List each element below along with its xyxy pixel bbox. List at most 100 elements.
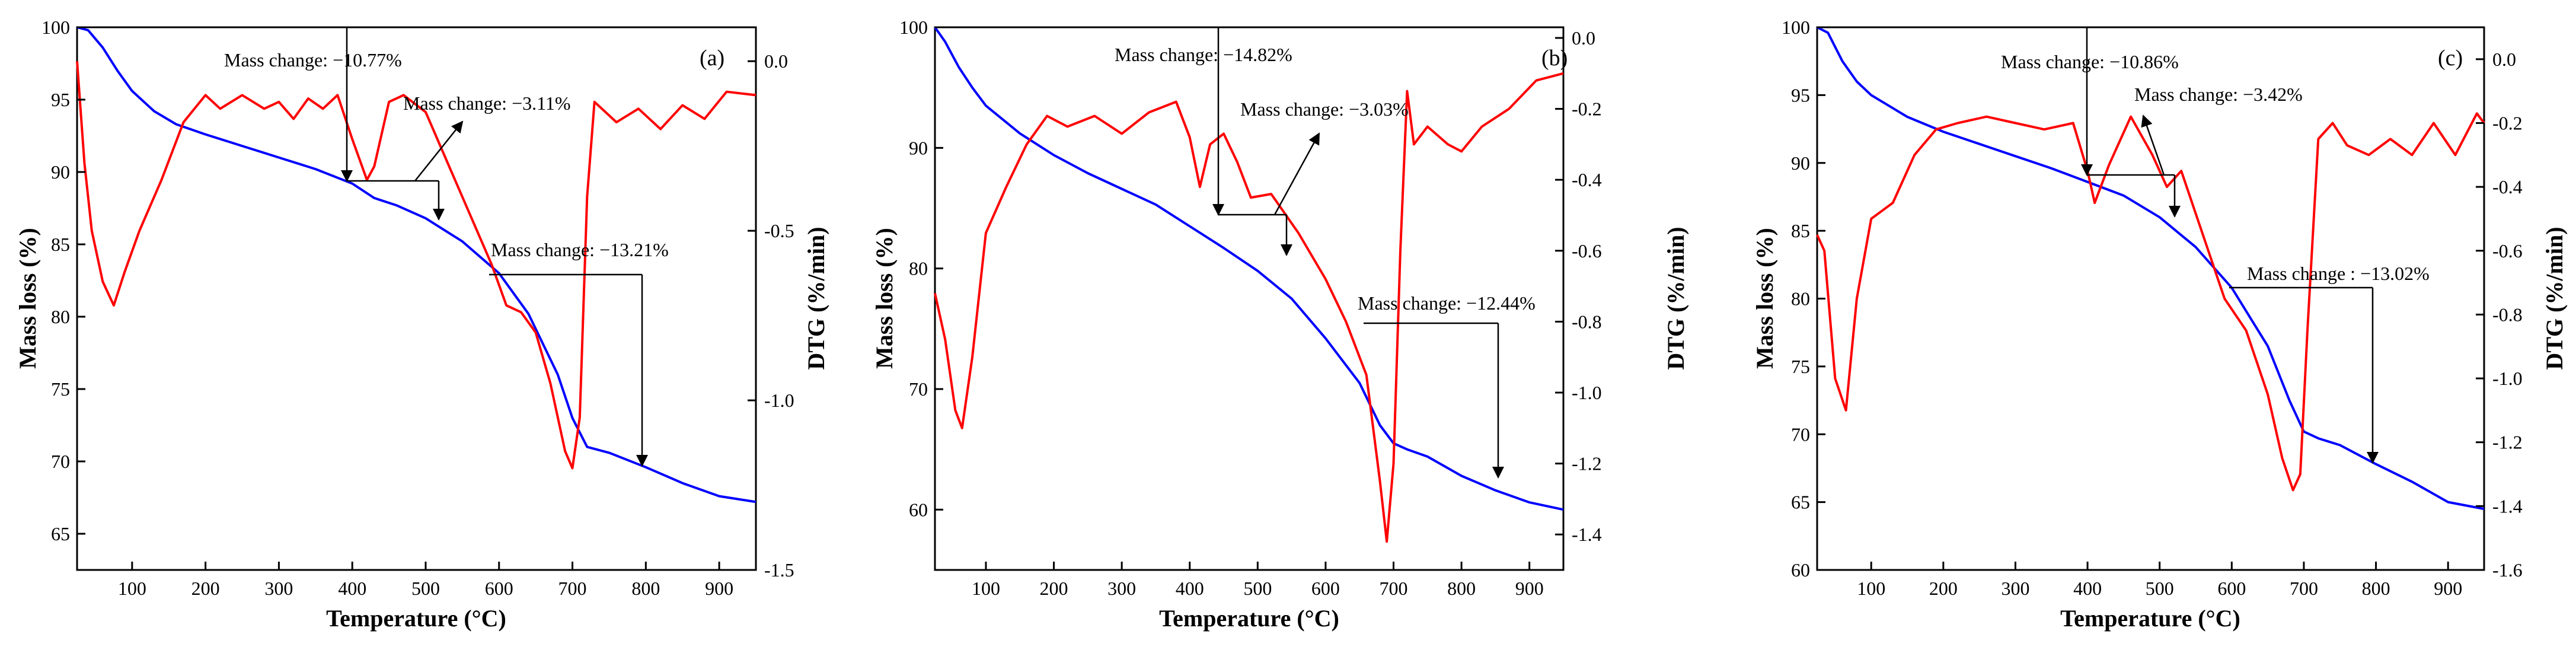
y2-tick-label: 0.0 [1572,27,1595,49]
y-tick-label: 65 [51,523,70,544]
annotation-mass-change-1: Mass change: −10.86% [2001,51,2179,72]
x-tick-label: 100 [118,578,146,599]
x-tick-label: 300 [2001,578,2029,599]
y-tick-label: 70 [909,378,928,400]
plot-frame [1816,26,2485,571]
x-tick-label: 600 [485,578,513,599]
x-tick-label: 400 [2073,578,2102,599]
annotation-mass-change-3: Mass change: −13.21% [491,239,669,260]
y2-tick-label: -1.0 [2492,368,2523,389]
y2-tick-label: -1.4 [1572,524,1602,545]
y2-tick-label: -0.4 [1572,169,1602,190]
mass-loss-series-line [1817,26,2485,511]
y2-tick-label: -0.8 [1572,311,1602,332]
dtg-series-line [934,72,1564,543]
y2-axis-title: DTG (%/min) [1662,227,1689,369]
y-tick-label: 60 [909,499,928,520]
y2-tick-label: -1.0 [1572,382,1602,403]
y-tick-label: 80 [51,306,70,327]
y-tick-label: 85 [1791,220,1810,241]
x-tick-label: 900 [705,578,733,599]
annotation-mass-change-3: Mass change: −12.44% [1358,292,1536,314]
y-tick-label: 80 [1791,288,1810,310]
x-tick-label: 800 [631,578,660,599]
panel-label: (c) [2438,46,2463,71]
plot-frame [76,26,757,571]
y2-axis-title: DTG (%/min) [803,227,829,369]
annotation-mass-change-3: Mass change : −13.02% [2247,263,2430,284]
x-tick-label: 900 [2434,578,2462,599]
y2-tick-label: -0.6 [1572,240,1602,262]
y2-tick-label: -0.4 [2492,176,2523,197]
y-axis-title: Mass loss (%) [1751,228,1778,369]
y-tick-label: 100 [42,17,70,38]
y-tick-label: 90 [51,161,70,183]
y2-tick-label: -1.4 [2492,495,2523,517]
y2-tick-label: -0.8 [2492,304,2523,325]
x-tick-label: 700 [558,578,587,599]
x-tick-label: 600 [2217,578,2246,599]
y2-tick-label: -1.2 [1572,453,1602,474]
x-tick-label: 200 [1040,578,1068,599]
x-tick-label: 300 [264,578,293,599]
panel-b: 100 200 300 400 500 600 700 800 900 60 70 80 90 100 -1… [871,17,1689,632]
y-tick-label: 75 [51,378,70,400]
x-axis-title: Temperature (°C) [2060,605,2240,632]
y-tick-label: 75 [1791,356,1810,377]
y-tick-label: 95 [1791,84,1810,106]
x-tick-label: 400 [338,578,366,599]
annotation-mass-change-2: Mass change: −3.42% [2134,84,2303,105]
panel-c: 100 200 300 400 500 600 700 800 900 60 65 70 75 80 85 9… [1751,17,2568,632]
panel-label: (b) [1541,46,1568,71]
annotation-lines [341,27,648,467]
x-axis-title: Temperature (°C) [1159,605,1339,632]
y2-tick-label: -0.6 [2492,240,2523,262]
y2-tick-label: -0.5 [764,220,794,241]
x-tick-label: 200 [191,578,220,599]
x-tick-label: 500 [1243,578,1272,599]
panel-label: (a) [700,46,724,71]
x-tick-label: 100 [972,578,1000,599]
x-tick-label: 400 [1176,578,1204,599]
x-tick-label: 600 [1311,578,1340,599]
x-tick-label: 200 [1929,578,1958,599]
y-tick-label: 70 [51,451,70,472]
annotation-mass-change-1: Mass change: −10.77% [224,49,402,71]
y-tick-label: 100 [899,17,928,38]
y-axis-title: Mass loss (%) [14,228,41,369]
dtg-series-line [76,61,756,470]
y-tick-label: 80 [909,258,928,279]
x-tick-label: 500 [411,578,440,599]
mass-loss-series-line [934,26,1564,511]
y2-tick-label: -1.6 [2492,559,2523,581]
annotation-lines [2081,27,2379,464]
y2-tick-label: 0.0 [764,50,788,72]
y2-tick-label: -1.0 [764,390,794,411]
x-axis-title: Temperature (°C) [326,605,506,632]
x-tick-label: 100 [1857,578,1885,599]
y2-tick-label: 0.0 [2492,49,2516,70]
y2-tick-label: -1.2 [2492,432,2523,453]
y-tick-label: 95 [51,89,70,110]
x-tick-label: 900 [1515,578,1544,599]
annotation-mass-change-2: Mass change: −3.03% [1240,98,1409,120]
y-tick-label: 90 [1791,152,1810,174]
y-tick-label: 85 [51,234,70,255]
y-tick-label: 65 [1791,492,1810,513]
x-tick-label: 800 [2362,578,2390,599]
y2-tick-label: -1.5 [764,559,794,581]
mass-loss-series-line [76,26,756,504]
annotation-mass-change-2: Mass change: −3.11% [403,93,571,114]
x-tick-label: 700 [2290,578,2318,599]
y-tick-label: 100 [1782,17,1810,38]
annotation-mass-change-1: Mass change: −14.82% [1115,44,1292,65]
annotation-lines [1212,27,1504,479]
y-tick-label: 70 [1791,423,1810,445]
y-tick-label: 90 [909,137,928,158]
x-tick-label: 700 [1380,578,1408,599]
dtg-series-line [1816,112,2485,492]
y2-axis-title: DTG (%/min) [2541,227,2568,369]
panel-a: 100 200 300 400 500 600 700 800 900 65 70 75 80 85 90 9… [14,17,829,632]
x-tick-label: 300 [1107,578,1136,599]
